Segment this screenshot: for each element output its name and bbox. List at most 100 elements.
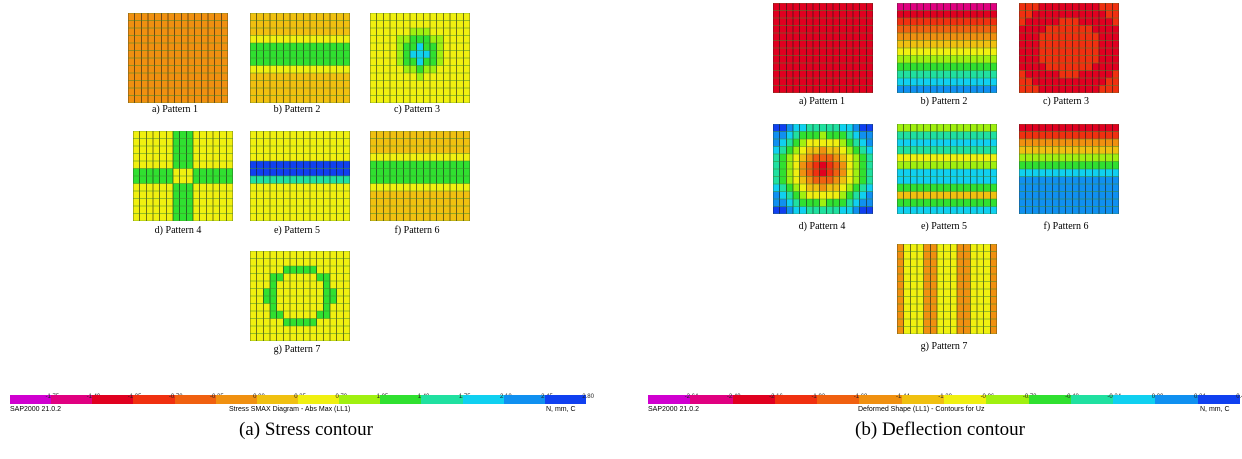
- contour-cell: [154, 35, 162, 44]
- contour-cell: [917, 154, 924, 162]
- contour-cell: [930, 266, 938, 275]
- contour-cell: [813, 3, 820, 11]
- contour-cell: [290, 146, 297, 154]
- contour-cell: [779, 48, 787, 56]
- contour-cell: [779, 25, 787, 34]
- contour-cell: [174, 43, 182, 51]
- contour-cell: [173, 153, 180, 162]
- contour-cell: [436, 168, 444, 177]
- contour-cell: [866, 18, 873, 26]
- contour-cell: [296, 65, 304, 74]
- contour-cell: [1019, 139, 1026, 147]
- contour-cell: [853, 85, 860, 93]
- contour-cell: [897, 311, 904, 320]
- contour-cell: [263, 35, 271, 44]
- contour-cell: [813, 184, 820, 192]
- contour-cell: [276, 326, 284, 334]
- contour-cell: [839, 206, 847, 214]
- contour-cell: [990, 251, 997, 260]
- contour-cell: [430, 138, 437, 147]
- contour-cell: [139, 198, 147, 207]
- contour-cell: [456, 161, 464, 169]
- contour-cell: [937, 146, 944, 155]
- contour-cell: [990, 33, 997, 41]
- contour-cell: [1099, 161, 1106, 170]
- contour-cell: [1019, 176, 1026, 185]
- contour-cell: [443, 138, 451, 147]
- contour-cell: [270, 333, 277, 341]
- contour-cell: [897, 184, 904, 192]
- contour-cell: [1099, 78, 1106, 86]
- contour-cell: [226, 213, 233, 221]
- contour-cell: [193, 168, 200, 177]
- contour-cell: [1112, 146, 1119, 155]
- contour-cell: [1065, 70, 1073, 79]
- contour-cell: [336, 281, 344, 289]
- contour-cell: [937, 161, 944, 170]
- contour-cell: [1092, 85, 1100, 93]
- contour-cell: [396, 176, 404, 184]
- contour-svg: [897, 124, 997, 214]
- contour-cell: [813, 169, 820, 177]
- contour-cell: [930, 161, 938, 170]
- contour-cell: [1072, 63, 1080, 71]
- contour-cell: [846, 154, 854, 162]
- contour-cell: [226, 191, 233, 199]
- contour-cell: [443, 206, 451, 214]
- contour-cell: [937, 10, 944, 19]
- contour-cell: [957, 326, 964, 334]
- contour-cell: [950, 281, 958, 290]
- contour-cell: [806, 154, 814, 162]
- contour-cell: [188, 13, 195, 21]
- contour-cell: [410, 198, 417, 207]
- contour-cell: [133, 191, 140, 199]
- contour-cell: [897, 289, 904, 297]
- contour-cell: [396, 131, 404, 139]
- contour-cell: [303, 28, 311, 36]
- colorbar-segment: -0.48: [1028, 394, 1079, 404]
- contour-cell: [866, 139, 873, 147]
- contour-cell: [283, 213, 291, 221]
- contour-cell: [950, 33, 958, 41]
- contour-cell: [853, 161, 860, 170]
- contour-cell: [323, 138, 331, 147]
- contour-cell: [416, 153, 424, 162]
- contour-cell: [213, 183, 220, 192]
- contour-cell: [416, 198, 424, 207]
- contour-cell: [917, 124, 924, 132]
- contour-cell: [1092, 124, 1100, 132]
- contour-cell: [263, 303, 271, 312]
- contour-cell: [134, 88, 142, 96]
- contour-cell: [943, 266, 951, 275]
- contour-cell: [263, 191, 271, 199]
- contour-cell: [990, 274, 997, 282]
- contour-cell: [201, 35, 209, 44]
- contour-cell: [174, 88, 182, 96]
- contour-cell: [990, 311, 997, 320]
- contour-cell: [1025, 3, 1033, 11]
- contour-cell: [943, 25, 951, 34]
- contour-cell: [270, 146, 277, 154]
- contour-cell: [256, 146, 264, 154]
- contour-cell: [416, 20, 424, 29]
- contour-cell: [963, 176, 971, 185]
- contour-cell: [430, 198, 437, 207]
- contour-cell: [181, 28, 189, 36]
- contour-cell: [128, 43, 135, 51]
- contour-cell: [930, 191, 938, 200]
- contour-cell: [263, 311, 271, 319]
- contour-cell: [430, 183, 437, 192]
- contour-svg: [370, 131, 470, 221]
- contour-cell: [443, 131, 451, 139]
- stress-software-label: SAP2000 21.0.2: [10, 406, 61, 413]
- contour-cell: [256, 80, 264, 89]
- contour-cell: [316, 153, 324, 162]
- contour-cell: [1032, 10, 1040, 19]
- contour-cell: [303, 213, 311, 221]
- contour-cell: [296, 43, 304, 51]
- contour-cell: [990, 18, 997, 26]
- contour-cell: [310, 206, 317, 214]
- contour-cell: [330, 296, 337, 304]
- contour-cell: [1059, 199, 1066, 207]
- contour-cell: [950, 289, 958, 297]
